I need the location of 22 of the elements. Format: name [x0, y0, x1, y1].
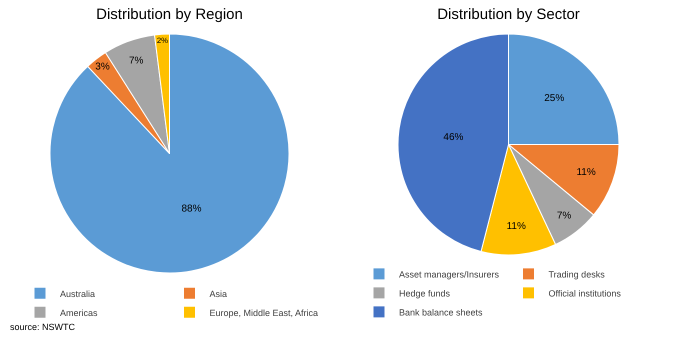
legend-label: Europe, Middle East, Africa [210, 308, 318, 318]
chart-title: Distribution by Region [96, 6, 243, 23]
legend-label: Americas [60, 308, 98, 318]
data-label: 88% [181, 204, 202, 215]
legend-label: Australia [60, 288, 96, 299]
chart-title: Distribution by Sector [437, 6, 580, 23]
data-label: 11% [576, 166, 596, 178]
legend-label: Hedge funds [399, 288, 451, 298]
legend-label: Bank balance sheets [399, 307, 484, 318]
legend-label: Asset managers/Insurers [399, 269, 500, 280]
data-label: 2% [156, 36, 168, 46]
data-label: 11% [506, 221, 526, 232]
data-label: 7% [556, 210, 572, 222]
data-label: 25% [544, 93, 564, 104]
legend-label: Official institutions [548, 288, 622, 298]
data-label: 3% [95, 62, 110, 73]
source-note: source: NSWTC [10, 322, 76, 332]
legend-label: Trading desks [548, 269, 606, 280]
data-label: 46% [443, 132, 464, 144]
data-label: 7% [128, 56, 144, 67]
pie-slice [50, 34, 290, 274]
legend-label: Asia [210, 288, 228, 299]
